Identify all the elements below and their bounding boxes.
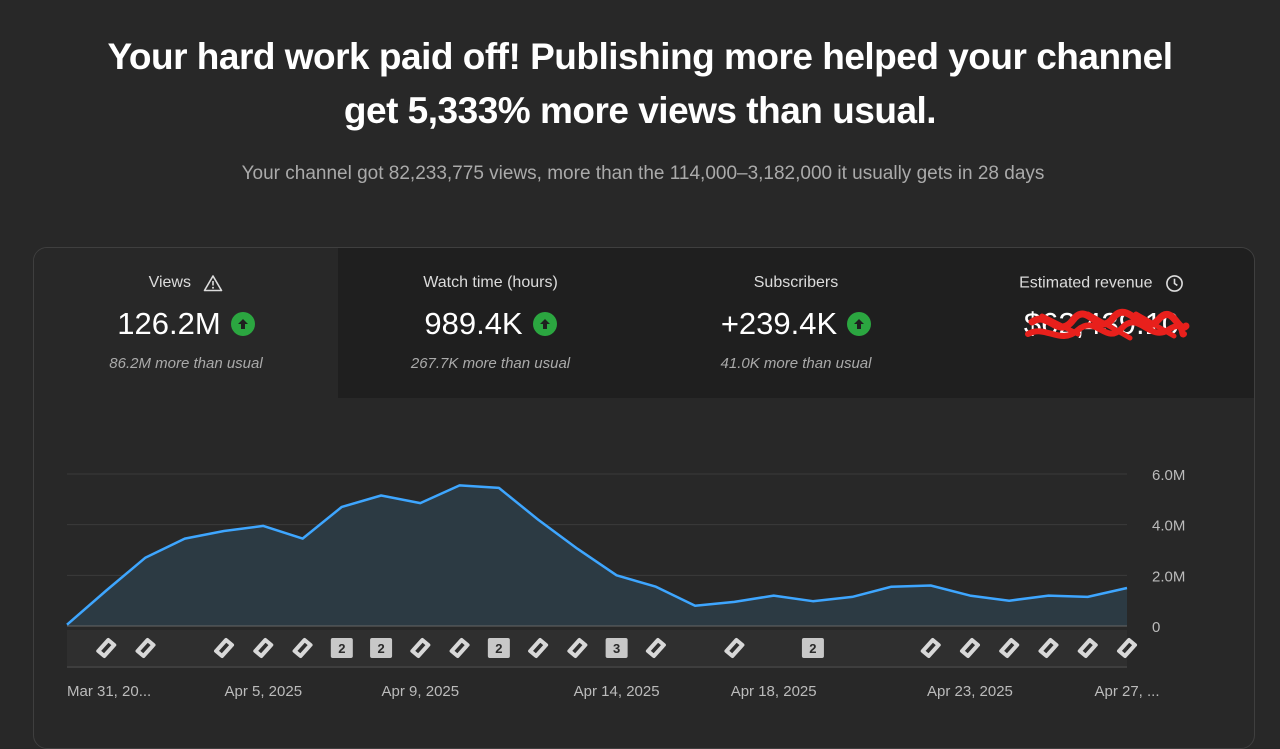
shorts-icon[interactable] <box>214 638 235 658</box>
shorts-icon[interactable] <box>567 638 588 658</box>
x-tick-label: Apr 9, 2025 <box>382 683 460 700</box>
x-tick-label: Apr 14, 2025 <box>574 683 660 700</box>
analytics-card: Views 126.2M 86.2M more than usual Watch… <box>33 247 1255 749</box>
shorts-icon[interactable] <box>1038 638 1059 658</box>
trend-up-icon <box>847 312 872 336</box>
metric-value: 989.4K <box>424 306 523 341</box>
y-tick-label: 2.0M <box>1152 568 1185 585</box>
trend-up-icon <box>532 312 557 336</box>
warning-icon[interactable] <box>203 274 223 292</box>
video-count-label: 2 <box>377 641 384 656</box>
shorts-icon[interactable] <box>1117 638 1137 658</box>
y-tick-label: 4.0M <box>1152 518 1185 535</box>
video-count-label: 2 <box>495 641 502 656</box>
publish-markers-track <box>67 630 1127 666</box>
metric-label: Subscribers <box>753 274 839 291</box>
shorts-icon[interactable] <box>449 638 470 658</box>
video-count-marker[interactable] <box>487 638 510 658</box>
metric-tabs: Views 126.2M 86.2M more than usual Watch… <box>34 248 1254 398</box>
views-line[interactable] <box>66 484 1128 626</box>
video-count-marker[interactable] <box>605 638 628 658</box>
shorts-icon[interactable] <box>135 638 156 658</box>
shorts-icon[interactable] <box>999 638 1020 658</box>
shorts-icon[interactable] <box>253 638 274 658</box>
x-tick-label: Apr 18, 2025 <box>731 683 817 700</box>
metric-label: Watch time (hours) <box>423 274 558 291</box>
clock-icon[interactable] <box>1165 274 1184 293</box>
metric-label: Estimated revenue <box>1019 274 1153 292</box>
video-count-marker[interactable] <box>370 638 393 658</box>
headline-line-1: Your hard work paid off! Publishing more… <box>107 36 1173 77</box>
video-count-marker[interactable] <box>330 638 353 658</box>
views-chart[interactable]: 6.0M 4.0M 2.0M 0 2 2 2 3 2 Mar 31, 20... Apr 5, 20… <box>34 248 1254 748</box>
tab-estimated-revenue[interactable]: Estimated revenue $62,439.10 <box>949 248 1254 398</box>
y-tick-label: 0 <box>1152 619 1160 636</box>
trend-up-icon <box>230 312 255 336</box>
video-count-label: 3 <box>613 641 620 656</box>
metric-note: 41.0K more than usual <box>720 355 872 372</box>
tab-watch-time[interactable]: Watch time (hours) 989.4K 267.7K more th… <box>338 248 644 398</box>
metric-label: Views <box>148 274 191 292</box>
shorts-icon[interactable] <box>528 638 549 658</box>
metric-value: +239.4K <box>720 306 838 341</box>
tab-views[interactable]: Views 126.2M 86.2M more than usual <box>34 248 339 398</box>
y-tick-label: 6.0M <box>1152 467 1185 484</box>
shorts-icon[interactable] <box>959 638 980 658</box>
headline-line-2: get 5,333% more views than usual. <box>343 90 937 131</box>
metric-note: 86.2M more than usual <box>109 355 263 372</box>
x-tick-label: Mar 31, 20... <box>67 683 151 700</box>
redaction-scribble <box>1024 308 1190 341</box>
shorts-icon[interactable] <box>645 638 666 658</box>
shorts-icon[interactable] <box>410 638 431 658</box>
shorts-icon[interactable] <box>1077 638 1098 658</box>
x-tick-label: Apr 23, 2025 <box>927 683 1013 700</box>
views-area <box>67 485 1127 626</box>
video-count-marker[interactable] <box>801 638 824 658</box>
shorts-icon[interactable] <box>96 638 117 658</box>
headline: Your hard work paid off! Publishing more… <box>0 30 1280 138</box>
x-tick-label: Apr 27, ... <box>1094 683 1159 700</box>
video-count-label: 2 <box>809 641 816 656</box>
video-count-label: 2 <box>338 641 345 656</box>
subline: Your channel got 82,233,775 views, more … <box>241 163 1045 184</box>
tab-subscribers[interactable]: Subscribers +239.4K 41.0K more than usua… <box>643 248 950 398</box>
x-tick-label: Apr 5, 2025 <box>225 683 303 700</box>
shorts-icon[interactable] <box>292 638 313 658</box>
metric-value: 126.2M <box>117 306 221 341</box>
shorts-icon[interactable] <box>920 638 941 658</box>
metric-note: 267.7K more than usual <box>410 355 571 372</box>
shorts-icon[interactable] <box>724 638 745 658</box>
